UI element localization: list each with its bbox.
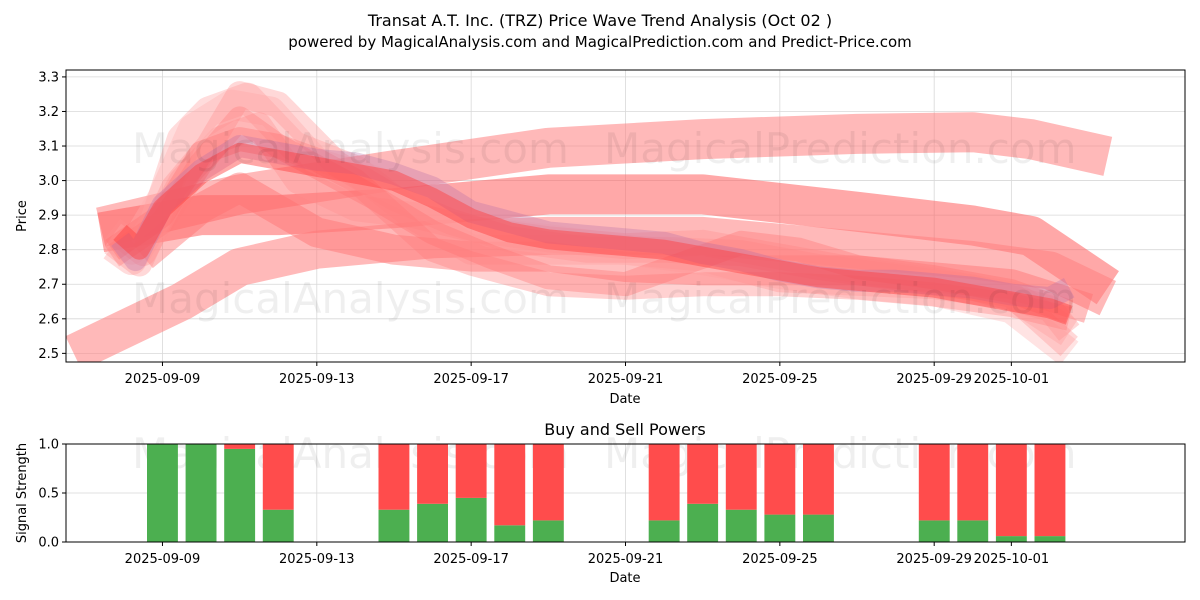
sell-bar	[378, 444, 410, 510]
price-x-tick-label: 2025-09-09	[125, 372, 201, 387]
price-series-wave-2	[103, 89, 1079, 362]
price-x-tick-label: 2025-09-13	[279, 372, 355, 387]
signal-x-tick-label: 2025-09-17	[433, 552, 509, 567]
buy-bar	[957, 520, 989, 542]
price-series-middle-band	[97, 174, 1119, 305]
buy-bar	[764, 514, 796, 542]
sell-bar	[803, 444, 834, 515]
price-chart: MagicalAnalysis.com MagicalPrediction.co…	[15, 69, 1186, 407]
signal-x-tick-label: 2025-09-25	[742, 552, 818, 567]
buy-bar	[648, 520, 680, 542]
signal-chart: Buy and Sell Powers MagicalAnalysis.com …	[15, 420, 1186, 586]
price-series-wave-3	[104, 81, 1080, 341]
sell-bar	[1034, 444, 1066, 537]
signal-bars	[147, 444, 1066, 542]
chart-subtitle: powered by MagicalAnalysis.com and Magic…	[288, 33, 912, 51]
price-x-tick-label: 2025-10-01	[974, 372, 1050, 387]
price-series-core-line	[113, 142, 1073, 325]
signal-x-axis: 2025-09-09 2025-09-13 2025-09-17 2025-09-21…	[125, 542, 1049, 567]
signal-y-axis: 0.0 0.5 1.0	[38, 438, 66, 551]
signal-x-tick-label: 2025-09-09	[125, 552, 201, 567]
sell-bar	[918, 444, 950, 521]
price-x-tick-label: 2025-09-17	[433, 372, 509, 387]
price-series-upper-band	[96, 112, 1113, 247]
price-y-tick-label: 2.9	[38, 209, 59, 224]
price-bands	[66, 81, 1119, 362]
sell-bar	[957, 444, 989, 521]
buy-bar	[687, 503, 719, 542]
buy-bar	[417, 503, 448, 542]
buy-bar	[224, 448, 256, 542]
price-y-tick-label: 3.2	[38, 105, 59, 120]
price-series-lower-band	[66, 216, 1116, 362]
price-y-axis: 2.5 2.6 2.7 2.8 2.9 3.0 3.1 3.2 3.3	[38, 70, 66, 362]
sell-bar	[494, 444, 526, 526]
price-series-purple-wave	[111, 135, 1075, 310]
price-y-tick-label: 2.7	[38, 278, 59, 293]
buy-bar	[995, 536, 1027, 542]
price-x-axis: 2025-09-09 2025-09-13 2025-09-17 2025-09-21…	[125, 362, 1049, 387]
buy-bar	[1034, 536, 1066, 542]
watermark-prediction-mid: MagicalPrediction.com	[604, 274, 1077, 323]
watermark-analysis-top: MagicalAnalysis.com	[132, 124, 569, 173]
sell-bar	[417, 444, 448, 504]
signal-x-tick-label: 2025-09-13	[279, 552, 355, 567]
price-series-mid-lower-band	[133, 172, 1093, 323]
buy-bar	[532, 520, 564, 542]
buy-bar	[147, 444, 178, 542]
sell-bar	[648, 444, 680, 521]
signal-y-label: Signal Strength	[15, 443, 30, 543]
price-series-wave-5	[105, 106, 1072, 331]
signal-chart-title: Buy and Sell Powers	[544, 420, 706, 439]
sell-bar	[764, 444, 796, 515]
price-y-tick-label: 2.5	[38, 347, 59, 362]
price-y-tick-label: 3.1	[38, 140, 59, 155]
price-y-label: Price	[15, 200, 30, 232]
buy-bar	[455, 497, 487, 542]
price-y-tick-label: 3.0	[38, 174, 59, 189]
signal-x-tick-label: 2025-09-29	[896, 552, 972, 567]
sell-bar	[224, 444, 256, 449]
buy-bar	[185, 444, 217, 542]
price-watermarks: MagicalAnalysis.com MagicalPrediction.co…	[132, 124, 1077, 323]
sell-bar	[455, 444, 487, 498]
price-x-tick-label: 2025-09-25	[742, 372, 818, 387]
buy-bar	[494, 525, 526, 542]
buy-bar	[918, 520, 950, 542]
buy-bar	[378, 509, 410, 542]
watermark-analysis-mid: MagicalAnalysis.com	[132, 274, 569, 323]
signal-x-label: Date	[609, 571, 640, 586]
sell-bar	[262, 444, 294, 510]
buy-bar	[725, 509, 757, 542]
chart-title: Transat A.T. Inc. (TRZ) Price Wave Trend…	[367, 11, 832, 30]
sell-bar	[995, 444, 1027, 537]
price-x-label: Date	[609, 392, 640, 407]
signal-x-tick-label: 2025-10-01	[974, 552, 1050, 567]
signal-y-tick-label: 1.0	[38, 438, 59, 453]
price-series-wave-6	[105, 127, 1074, 324]
sell-bar	[725, 444, 757, 510]
signal-x-tick-label: 2025-09-21	[588, 552, 664, 567]
watermark-prediction-top: MagicalPrediction.com	[604, 124, 1077, 173]
buy-bar	[262, 509, 294, 542]
sell-bar	[532, 444, 564, 521]
price-y-tick-label: 3.3	[38, 70, 59, 85]
price-series-wave-1	[103, 82, 1078, 346]
price-y-tick-label: 2.8	[38, 243, 59, 258]
buy-bar	[803, 514, 834, 542]
price-series-wave-4	[104, 112, 1078, 357]
signal-y-tick-label: 0.5	[38, 487, 59, 502]
price-x-tick-label: 2025-09-29	[896, 372, 972, 387]
price-x-tick-label: 2025-09-21	[588, 372, 664, 387]
signal-y-tick-label: 0.0	[38, 536, 59, 551]
sell-bar	[687, 444, 719, 504]
price-y-tick-label: 2.6	[38, 312, 59, 327]
